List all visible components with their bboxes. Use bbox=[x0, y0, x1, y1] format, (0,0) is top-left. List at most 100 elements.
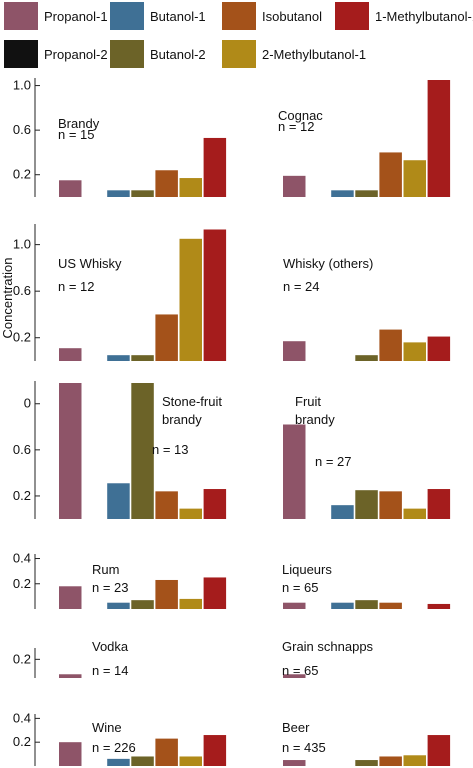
bar-propanol-1 bbox=[283, 760, 306, 766]
bar-1-methylbutanol-1 bbox=[203, 137, 227, 197]
panel-n-label: n = 226 bbox=[92, 740, 136, 755]
legend-swatch bbox=[222, 40, 256, 68]
y-tick-label: 0 bbox=[24, 396, 31, 411]
panel-title: US Whisky bbox=[58, 256, 122, 271]
legend-item: Propanol-1 bbox=[4, 2, 108, 30]
panel-title: Brandy bbox=[58, 116, 100, 131]
bar-butanol-2 bbox=[355, 760, 378, 766]
panel-title: Vodka bbox=[92, 639, 129, 654]
bar-propanol-1 bbox=[283, 175, 306, 197]
bar-1-methylbutanol-1 bbox=[427, 80, 451, 197]
bar-2-methylbutanol-1 bbox=[403, 160, 426, 197]
panel-n-label: n = 24 bbox=[283, 279, 320, 294]
bar-isobutanol bbox=[155, 170, 178, 197]
bar-1-methylbutanol-1 bbox=[203, 229, 227, 361]
bar-2-methylbutanol-1 bbox=[179, 508, 202, 519]
legend-swatch bbox=[222, 2, 256, 30]
bar-butanol-2 bbox=[355, 355, 378, 361]
bar-propanol-1 bbox=[59, 180, 82, 197]
bar-butanol-2 bbox=[355, 490, 378, 519]
bar-2-methylbutanol-1 bbox=[179, 756, 202, 766]
bar-isobutanol bbox=[379, 491, 402, 519]
bar-1-methylbutanol-1 bbox=[427, 603, 451, 609]
y-tick-label: 0.2 bbox=[13, 330, 31, 345]
bar-isobutanol bbox=[379, 602, 402, 609]
bar-1-methylbutanol-1 bbox=[203, 577, 227, 609]
bar-1-methylbutanol-1 bbox=[427, 489, 451, 519]
panel-title: Fruit brandy bbox=[295, 394, 335, 427]
bar-isobutanol bbox=[155, 491, 178, 519]
legend-label: Propanol-2 bbox=[44, 46, 108, 62]
panel-title: Stone-fruit brandy bbox=[162, 394, 222, 427]
legend-swatch bbox=[4, 40, 38, 68]
bar-isobutanol bbox=[379, 152, 402, 197]
bar-2-methylbutanol-1 bbox=[403, 342, 426, 361]
panel-title: Grain schnapps bbox=[282, 639, 374, 654]
y-tick-label: 0.2 bbox=[13, 167, 31, 182]
y-tick-label: 0.2 bbox=[13, 734, 31, 749]
bar-butanol-1 bbox=[331, 505, 354, 519]
bar-butanol-2 bbox=[355, 190, 378, 197]
bar-propanol-1 bbox=[59, 742, 82, 766]
panel-title: Beer bbox=[282, 720, 310, 735]
legend: Propanol-1 Butanol-1 Isobutanol 1-Methylbut… bbox=[0, 0, 473, 72]
panel-n-label: n = 65 bbox=[282, 663, 319, 678]
bar-isobutanol bbox=[379, 329, 402, 361]
panel-title: Wine bbox=[92, 720, 122, 735]
bar-butanol-2 bbox=[131, 756, 154, 766]
bar-propanol-1 bbox=[283, 424, 306, 519]
bar-butanol-2 bbox=[131, 355, 154, 361]
legend-label: 1-Methylbutanol-1 bbox=[375, 8, 473, 24]
y-tick-label: 1.0 bbox=[13, 237, 31, 252]
panel-n-label: n = 13 bbox=[152, 442, 189, 457]
y-axis-title: Concentration bbox=[0, 258, 15, 339]
legend-item: Propanol-2 bbox=[4, 40, 108, 68]
bar-isobutanol bbox=[155, 314, 178, 361]
y-tick-label: 0.4 bbox=[13, 710, 31, 725]
bar-butanol-1 bbox=[107, 190, 130, 197]
legend-label: 2-Methylbutanol-1 bbox=[262, 46, 367, 62]
bar-butanol-1 bbox=[107, 602, 130, 609]
legend-label: Propanol-1 bbox=[44, 8, 108, 24]
panel-n-label: n = 12 bbox=[278, 119, 315, 134]
panel-n-label: n = 14 bbox=[92, 663, 129, 678]
panel-title: Rum bbox=[92, 562, 119, 577]
legend-item: 2-Methylbutanol-1 bbox=[222, 40, 366, 68]
bar-isobutanol bbox=[155, 579, 178, 609]
y-tick-label: 0.2 bbox=[13, 576, 31, 591]
y-tick-label: 0.6 bbox=[13, 442, 31, 457]
bar-2-methylbutanol-1 bbox=[179, 238, 202, 361]
legend-item: Butanol-2 bbox=[110, 40, 206, 68]
panel-title: Whisky (others) bbox=[283, 256, 373, 271]
legend-item: Isobutanol bbox=[222, 2, 322, 30]
bar-1-methylbutanol-1 bbox=[203, 735, 227, 766]
bar-butanol-2 bbox=[131, 600, 154, 609]
bar-propanol-1 bbox=[283, 341, 306, 361]
panel-title: Liqueurs bbox=[282, 562, 332, 577]
bar-2-methylbutanol-1 bbox=[179, 178, 202, 197]
y-tick-label: 0.6 bbox=[13, 283, 31, 298]
bar-propanol-1 bbox=[59, 348, 82, 361]
y-tick-label: 1.0 bbox=[13, 78, 31, 93]
bar-2-methylbutanol-1 bbox=[403, 508, 426, 519]
bar-propanol-1 bbox=[283, 674, 306, 678]
panel-n-label: n = 65 bbox=[282, 580, 319, 595]
panel-n-label: n = 12 bbox=[58, 279, 95, 294]
bar-propanol-1 bbox=[59, 586, 82, 609]
legend-swatch bbox=[110, 40, 144, 68]
bar-butanol-2 bbox=[355, 600, 378, 609]
legend-label: Butanol-1 bbox=[150, 8, 206, 24]
y-tick-label: 0.2 bbox=[13, 488, 31, 503]
bar-isobutanol bbox=[379, 756, 402, 766]
bar-propanol-1 bbox=[59, 383, 82, 519]
bar-propanol-1 bbox=[283, 602, 306, 609]
legend-swatch bbox=[335, 2, 369, 30]
bar-2-methylbutanol-1 bbox=[403, 755, 426, 766]
legend-label: Butanol-2 bbox=[150, 46, 206, 62]
legend-swatch bbox=[110, 2, 144, 30]
bar-butanol-1 bbox=[107, 483, 130, 519]
panel-n-label: n = 27 bbox=[315, 454, 352, 469]
panel-title: Cognac bbox=[278, 108, 323, 123]
bar-2-methylbutanol-1 bbox=[179, 598, 202, 609]
